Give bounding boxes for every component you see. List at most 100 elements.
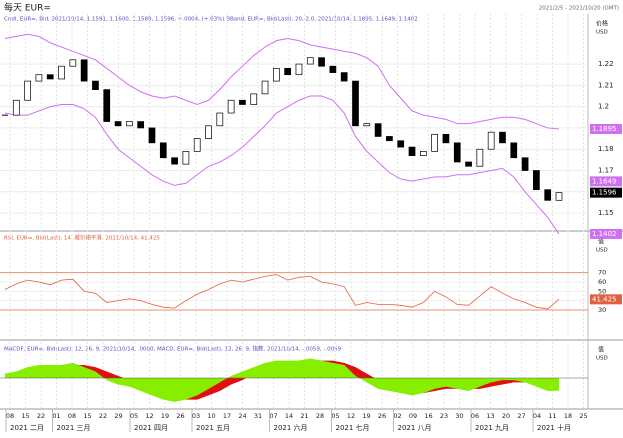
candle — [510, 142, 518, 159]
value-marker — [590, 228, 622, 239]
candle — [35, 74, 43, 82]
x-tick-label: 04 — [533, 412, 541, 420]
x-tick-label: 21 — [300, 412, 308, 420]
value-marker — [590, 294, 622, 305]
candle — [306, 57, 314, 65]
candle — [318, 57, 325, 67]
candle — [465, 161, 472, 167]
candle — [397, 140, 405, 148]
candle — [352, 80, 359, 127]
candle — [46, 74, 54, 80]
x-tick-label: 28 — [316, 412, 324, 420]
value-marker-label: 1.1596 — [592, 189, 617, 197]
candle — [272, 67, 280, 82]
candle — [92, 80, 99, 90]
legend: Cndl, EUR=, Bid, 2021/10/14, 1.1591, 1.1… — [4, 17, 418, 23]
x-month-label: 2021 十月 — [537, 423, 571, 432]
candle — [544, 189, 552, 201]
x-tick-label: 15 — [21, 412, 29, 420]
x-month-label: 2021 八月 — [398, 424, 432, 432]
x-tick-label: 18 — [564, 412, 572, 420]
candle — [555, 192, 563, 201]
candle — [261, 80, 269, 95]
x-month-label: 2021 九月 — [475, 423, 509, 432]
x-tick-label: 15 — [83, 412, 91, 420]
candle — [533, 170, 540, 191]
x-month-label: 2021 二月 — [10, 424, 44, 432]
x-tick-label: 17 — [223, 412, 231, 420]
x-tick-label: 26 — [176, 412, 184, 420]
value-marker — [590, 124, 622, 134]
x-tick-label: 19 — [362, 412, 370, 420]
x-tick-label: 02 — [393, 412, 401, 420]
bollinger-band — [4, 95, 560, 235]
x-tick-label: 05 — [130, 412, 138, 420]
x-tick-label: 19 — [161, 412, 169, 420]
candle — [216, 112, 224, 127]
x-tick-label: 29 — [114, 412, 122, 420]
candle — [205, 125, 212, 139]
x-month-label: 2021 七月 — [336, 423, 370, 432]
y-tick-label: 1.17 — [598, 167, 614, 175]
candle — [148, 127, 156, 144]
y-tick-label: 1.22 — [598, 60, 614, 68]
x-tick-label: 08 — [6, 412, 14, 420]
x-tick-label: 07 — [269, 412, 277, 420]
value-marker-label: 41.425 — [592, 295, 617, 303]
x-tick-label: 10 — [207, 412, 215, 420]
axis-unit: USD — [596, 30, 608, 36]
candle — [182, 151, 190, 165]
candle — [408, 146, 416, 156]
x-tick-label: 20 — [502, 412, 510, 420]
candle — [521, 157, 529, 171]
candle — [487, 131, 495, 150]
x-tick-label: 25 — [579, 412, 587, 420]
y-tick-label: 1.18 — [598, 145, 614, 153]
date-range: 2021/2/5 - 2021/10/20 (GMT) — [539, 6, 619, 12]
legend: RSI, EUR=, Bid(Last), 14, 威尔德平滑, 2021/10… — [4, 234, 160, 242]
x-tick-label: 26 — [378, 412, 386, 420]
axis-label: 价格 — [596, 20, 608, 28]
candle — [159, 142, 167, 159]
candle — [374, 123, 382, 137]
candle — [250, 93, 258, 105]
axis-label: 值 — [598, 238, 604, 246]
chart-title: 每天 EUR= — [4, 2, 51, 14]
value-marker-label: 1.1402 — [592, 230, 617, 238]
x-tick-label: 12 — [347, 412, 355, 420]
candle — [453, 142, 461, 163]
axis-unit: USD — [596, 356, 608, 362]
x-tick-label: 05 — [331, 412, 339, 420]
candle — [340, 72, 348, 82]
y-tick-label: 1.15 — [598, 209, 614, 217]
candle — [58, 65, 65, 80]
candle — [239, 99, 246, 105]
candle — [329, 65, 337, 73]
candle — [227, 99, 235, 114]
candle — [193, 138, 201, 152]
candle — [12, 99, 20, 116]
x-tick-label: 08 — [68, 412, 76, 420]
candle — [295, 63, 303, 76]
x-month-label: 2021 五月 — [196, 424, 230, 432]
x-tick-label: 23 — [440, 412, 448, 420]
candle — [137, 121, 145, 129]
x-tick-label: 06 — [471, 412, 479, 420]
bollinger-band — [4, 33, 560, 130]
x-tick-label: 31 — [254, 412, 262, 420]
axis-unit: USD — [596, 248, 608, 254]
y-tick-label: 50 — [598, 287, 606, 295]
candle — [419, 151, 427, 156]
axis-label: 值 — [598, 346, 604, 354]
x-month-label: 2021 三月 — [57, 424, 91, 432]
y-tick-label: 1.21 — [598, 81, 614, 89]
macd-area — [5, 358, 559, 402]
x-tick-label: 30 — [455, 412, 463, 420]
candle — [126, 121, 133, 127]
rsi-line — [4, 274, 560, 310]
candle — [386, 136, 393, 142]
value-marker — [590, 187, 622, 198]
x-tick-label: 12 — [145, 412, 153, 420]
value-marker — [590, 176, 622, 187]
